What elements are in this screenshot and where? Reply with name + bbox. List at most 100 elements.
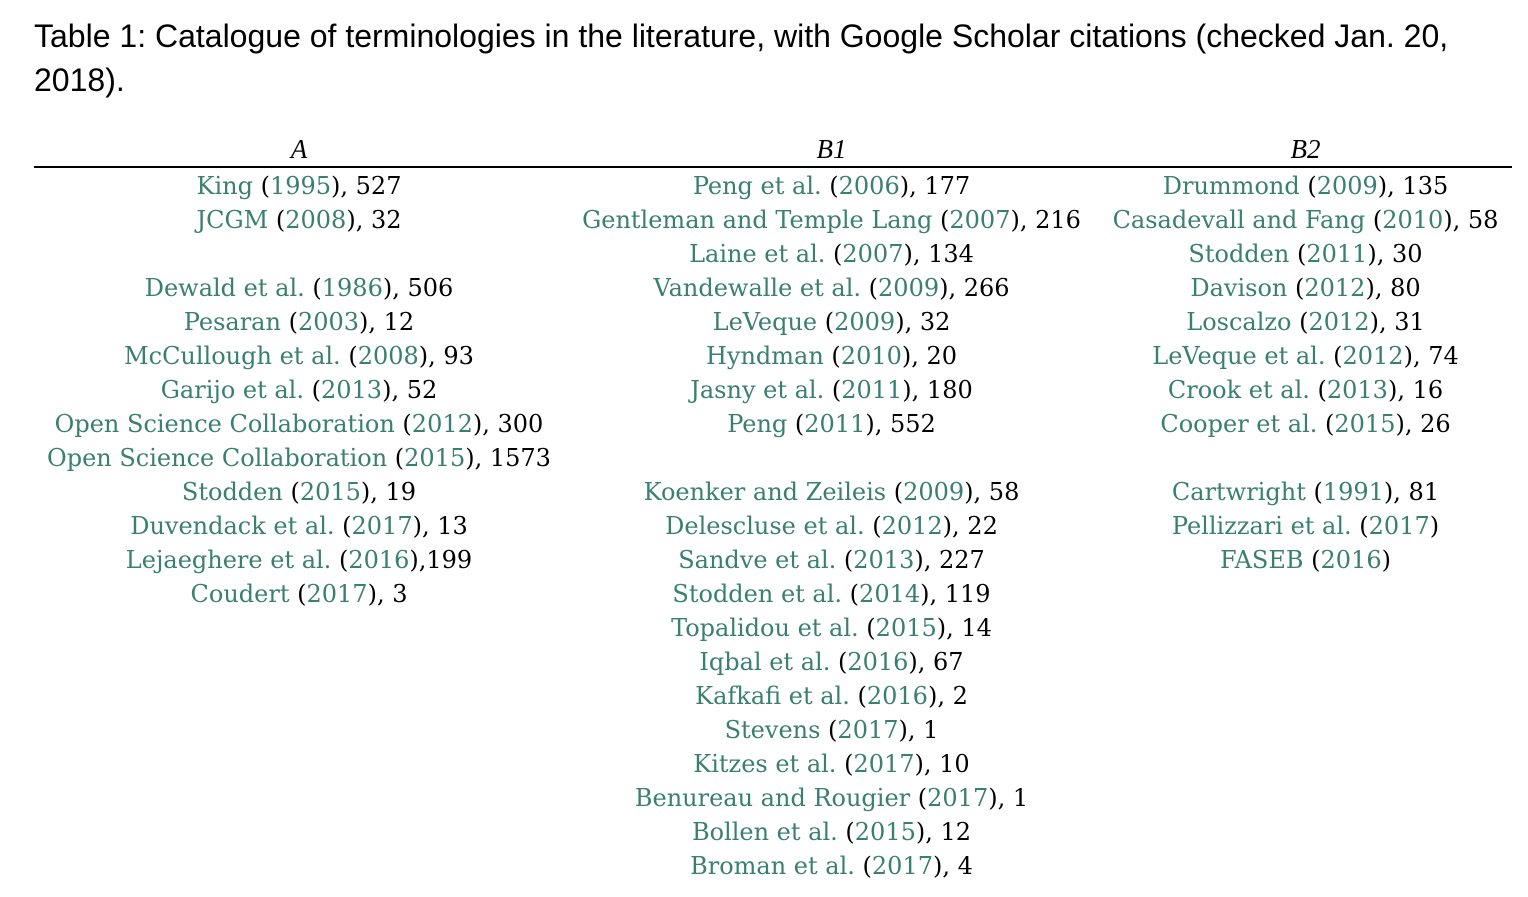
citation-year-link[interactable]: 2013	[1326, 376, 1388, 404]
citation-author-link[interactable]: Peng	[727, 410, 788, 438]
citation-author-link[interactable]: Jasny et al.	[690, 376, 825, 404]
citation-author-link[interactable]: Stevens	[724, 716, 821, 744]
citation-year-link[interactable]: 2015	[404, 444, 466, 472]
citation-year-link[interactable]: 2012	[1342, 342, 1404, 370]
citation-year-link[interactable]: 2008	[285, 206, 347, 234]
citation-year-link[interactable]: 2009	[1316, 172, 1378, 200]
citation-year-link[interactable]: 2010	[840, 342, 902, 370]
citation-author-link[interactable]: Broman et al.	[690, 852, 855, 880]
citation-year-link[interactable]: 2012	[411, 410, 473, 438]
citation-count: , 26	[1404, 410, 1451, 438]
citation-author-link[interactable]: Open Science Collaboration	[54, 410, 395, 438]
citation-author-link[interactable]: Koenker and Zeileis	[643, 478, 887, 506]
citation-author-link[interactable]: Bollen et al.	[691, 818, 838, 846]
citation-author-link[interactable]: Benureau and Rougier	[634, 784, 911, 812]
citation-year-link[interactable]: 2007	[949, 206, 1011, 234]
citation-author-link[interactable]: Duvendack et al.	[130, 512, 335, 540]
citation-author-link[interactable]: Davison	[1190, 274, 1288, 302]
citation-year-link[interactable]: 2017	[871, 852, 933, 880]
citation-year-link[interactable]: 2016	[866, 682, 928, 710]
citation-year-link[interactable]: 2013	[853, 546, 915, 574]
citation-author-link[interactable]: Drummond	[1162, 172, 1300, 200]
close-paren: )	[1377, 172, 1388, 200]
open-paren: (	[252, 172, 270, 200]
citation-year-link[interactable]: 2016	[847, 648, 909, 676]
citation-year-link[interactable]: 2017	[927, 784, 989, 812]
citation-year-link[interactable]: 2007	[842, 240, 904, 268]
citation-author-link[interactable]: King	[196, 172, 253, 200]
citation-author-link[interactable]: FASEB	[1220, 546, 1304, 574]
citation-year-link[interactable]: 2011	[841, 376, 903, 404]
citation-author-link[interactable]: Laine et al.	[689, 240, 826, 268]
close-paren: )	[988, 784, 998, 812]
citation-author-link[interactable]: Open Science Collaboration	[47, 444, 388, 472]
citation-year-link[interactable]: 2011	[804, 410, 866, 438]
citation-year-link[interactable]: 2009	[903, 478, 965, 506]
citation-author-link[interactable]: JCGM	[196, 206, 269, 234]
citation-author-link[interactable]: McCullough et al.	[124, 342, 341, 370]
citation-author-link[interactable]: Pellizzari et al.	[1171, 512, 1352, 540]
citation-author-link[interactable]: Kafkafi et al.	[695, 682, 850, 710]
citation-author-link[interactable]: Kitzes et al.	[693, 750, 837, 778]
citation-year-link[interactable]: 2003	[297, 308, 360, 336]
citation-author-link[interactable]: Stodden	[181, 478, 283, 506]
citation-year-link[interactable]: 1991	[1322, 478, 1384, 506]
citation-author-link[interactable]: Loscalzo	[1186, 308, 1292, 336]
citation-author-link[interactable]: Hyndman	[705, 342, 824, 370]
citation-author-link[interactable]: Lejaeghere et al.	[125, 546, 332, 574]
citation-year-link[interactable]: 2017	[853, 750, 915, 778]
citation-year-link[interactable]: 2012	[1308, 308, 1370, 336]
citation-year-link[interactable]: 2009	[878, 274, 940, 302]
citation-year-link[interactable]: 2011	[1306, 240, 1368, 268]
citation-author-link[interactable]: Peng et al.	[692, 172, 822, 200]
citation-year-link[interactable]: 2008	[357, 342, 419, 370]
close-paren: )	[382, 376, 392, 404]
citation-year-link[interactable]: 2014	[859, 580, 921, 608]
citation-year-link[interactable]: 2015	[299, 478, 361, 506]
citation-year-link[interactable]: 2012	[881, 512, 943, 540]
citation-year-link[interactable]: 2017	[837, 716, 899, 744]
open-paren: (	[268, 206, 286, 234]
open-paren: (	[282, 478, 300, 506]
citation-entry: Duvendack et al. (2017), 13	[34, 509, 564, 543]
citation-year-link[interactable]: 2009	[834, 308, 896, 336]
citation-author-link[interactable]: LeVeque	[712, 308, 818, 336]
citation-year-link[interactable]: 2017	[351, 512, 413, 540]
citation-year-link[interactable]: 2006	[838, 172, 900, 200]
citation-author-link[interactable]: Gentleman and Temple Lang	[582, 206, 933, 234]
citation-year-link[interactable]: 2016	[348, 546, 410, 574]
close-paren: )	[901, 342, 912, 370]
citation-author-link[interactable]: Vandewalle et al.	[653, 274, 862, 302]
citation-author-link[interactable]: Stodden et al.	[672, 580, 843, 608]
open-paren: (	[394, 410, 412, 438]
citation-author-link[interactable]: Sandve et al.	[678, 546, 837, 574]
citation-year-link[interactable]: 2017	[306, 580, 368, 608]
citation-author-link[interactable]: Pesaran	[183, 308, 281, 336]
citation-year-link[interactable]: 2010	[1382, 206, 1444, 234]
citation-year-link[interactable]: 1986	[321, 274, 383, 302]
citation-author-link[interactable]: Casadevall and Fang	[1112, 206, 1366, 234]
citation-author-link[interactable]: Cooper et al.	[1160, 410, 1318, 438]
citation-year-link[interactable]: 2016	[1320, 546, 1382, 574]
citation-author-link[interactable]: Cartwright	[1171, 478, 1306, 506]
citation-author-link[interactable]: Crook et al.	[1167, 376, 1310, 404]
citation-author-link[interactable]: LeVeque et al.	[1152, 342, 1326, 370]
citation-author-link[interactable]: Topalidou et al.	[671, 614, 859, 642]
citation-count: , 3	[376, 580, 408, 608]
citation-year-link[interactable]: 2013	[321, 376, 383, 404]
column-b2: Drummond (2009), 135 Casadevall and Fang …	[1099, 169, 1512, 883]
citation-author-link[interactable]: Coudert	[190, 580, 290, 608]
citation-author-link[interactable]: Iqbal et al.	[699, 648, 831, 676]
citation-author-link[interactable]: Delescluse et al.	[665, 512, 865, 540]
citation-author-link[interactable]: Garijo et al.	[160, 376, 304, 404]
citation-author-link[interactable]: Dewald et al.	[144, 274, 305, 302]
citation-year-link[interactable]: 2015	[1334, 410, 1396, 438]
citation-year-link[interactable]: 2015	[854, 818, 916, 846]
close-paren: )	[1403, 342, 1413, 370]
citation-year-link[interactable]: 2017	[1368, 512, 1430, 540]
citation-year-link[interactable]: 2012	[1304, 274, 1366, 302]
citation-author-link[interactable]: Stodden	[1188, 240, 1290, 268]
open-paren: (	[837, 818, 855, 846]
citation-year-link[interactable]: 1995	[269, 172, 332, 200]
citation-year-link[interactable]: 2015	[875, 614, 937, 642]
